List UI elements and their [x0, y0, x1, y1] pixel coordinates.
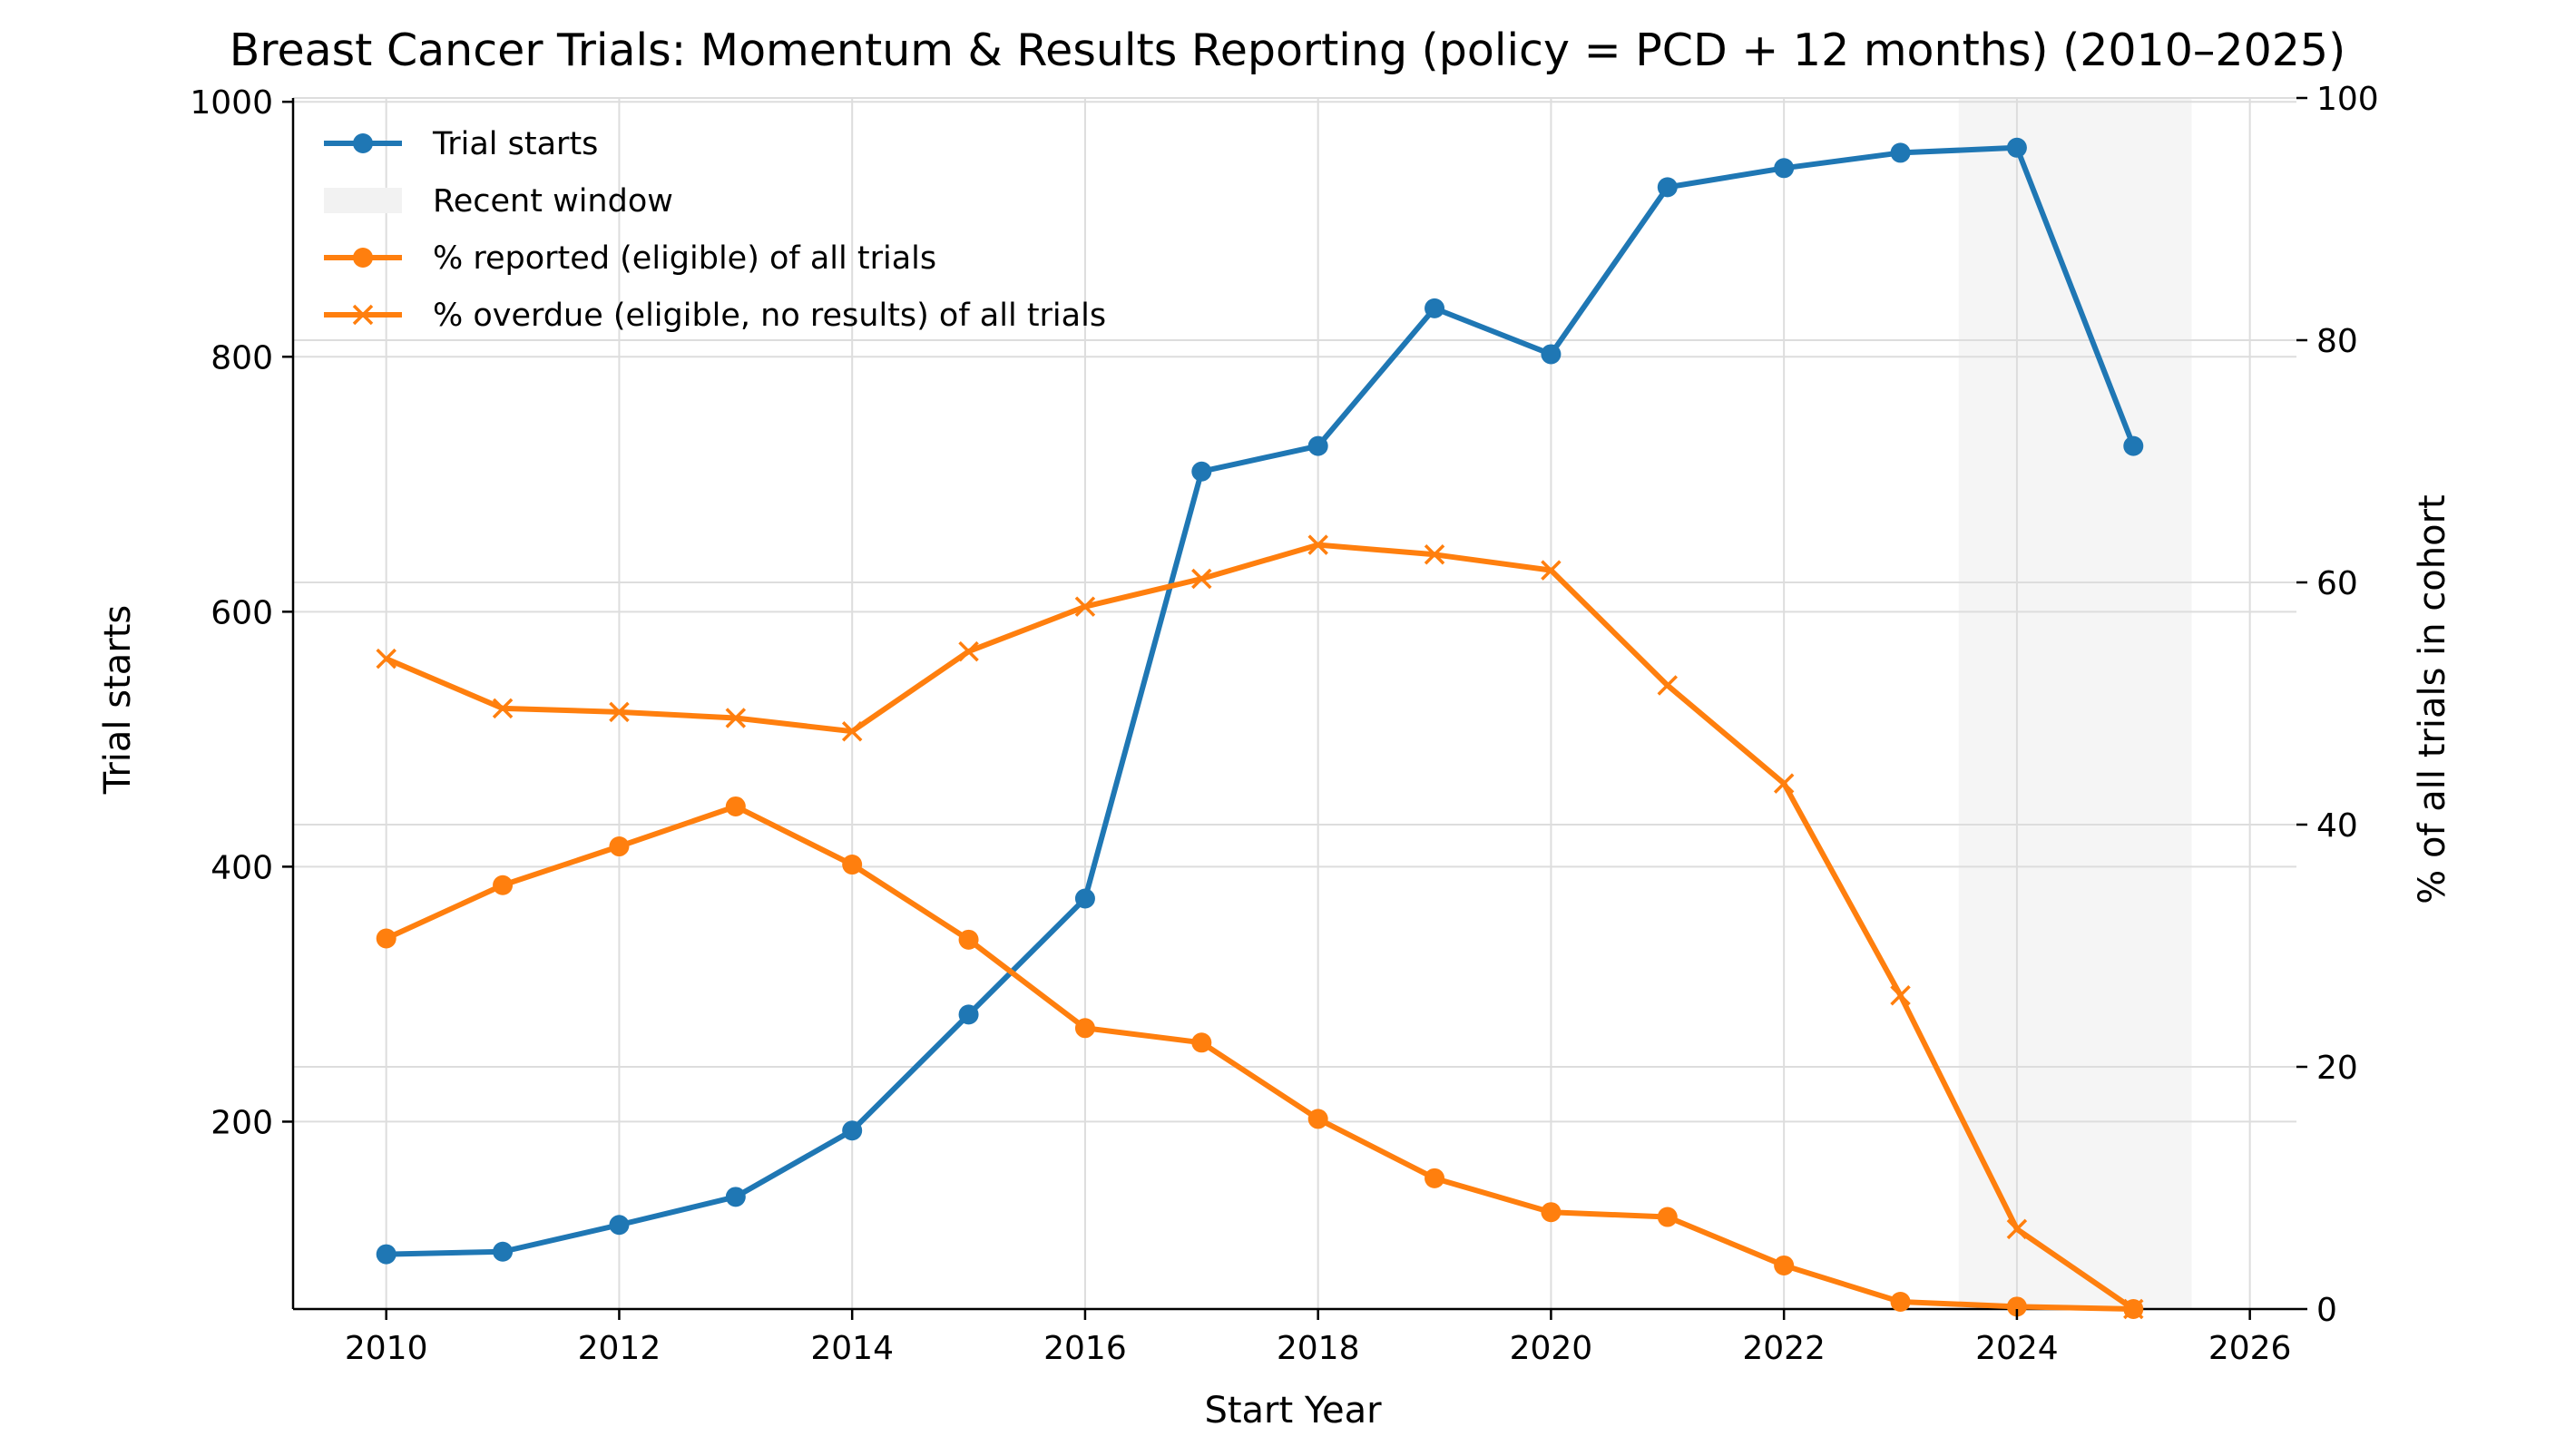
data-point: [492, 698, 514, 719]
data-point: [376, 1244, 397, 1265]
x-tick-label: 2024: [1975, 1330, 2059, 1367]
data-point: [1425, 298, 1445, 318]
data-point: [609, 1215, 630, 1236]
data-point: [2006, 1296, 2027, 1317]
legend-marker: [353, 248, 373, 268]
recent-window-rect: [1958, 98, 2192, 1309]
data-point: [2123, 1298, 2144, 1320]
data-point: [493, 875, 514, 895]
data-point: [1074, 1018, 1095, 1039]
data-point: [1074, 596, 1096, 617]
data-point: [1191, 461, 1212, 482]
data-point: [1307, 1109, 1328, 1129]
y-right-tick-label: 60: [2316, 565, 2358, 602]
data-point: [1191, 1032, 1212, 1053]
x-tick-label: 2012: [578, 1330, 661, 1367]
legend-label: Recent window: [433, 183, 673, 220]
y-right-axis-label: % of all trials in cohort: [2412, 494, 2453, 904]
data-point: [1890, 984, 1911, 1006]
data-point: [841, 720, 863, 742]
y-right-tick-label: 40: [2316, 807, 2358, 845]
data-point: [2006, 1218, 2028, 1240]
data-point: [1774, 158, 1795, 179]
data-point: [842, 1120, 863, 1141]
data-point: [725, 1187, 746, 1207]
x-tick-label: 2022: [1742, 1330, 1826, 1367]
series-line: [386, 144, 2137, 1257]
data-point: [376, 648, 397, 669]
legend-marker: [352, 304, 374, 326]
data-point: [1541, 560, 1562, 581]
x-tick-label: 2010: [345, 1330, 428, 1367]
y-left-tick-label: 800: [211, 339, 273, 376]
data-point: [1890, 142, 1911, 163]
legend-swatch-recent-window: [324, 188, 402, 213]
data-point: [609, 836, 630, 857]
data-point: [1074, 888, 1095, 909]
data-point: [1774, 1255, 1795, 1275]
y-left-axis-label: Trial starts: [97, 605, 139, 795]
series-1: [376, 796, 2144, 1319]
series-0: [376, 137, 2144, 1265]
x-tick-label: 2014: [810, 1330, 894, 1367]
data-point: [958, 1004, 979, 1025]
y-right-tick-label: 80: [2316, 323, 2358, 360]
data-point: [1425, 1168, 1445, 1188]
y-left-tick-label: 200: [211, 1104, 273, 1141]
axes: [291, 98, 2296, 1311]
data-point: [958, 929, 979, 950]
x-ticks: 2010 2012 2014 2016 2018 2020 2022 2024 2026: [345, 1309, 2292, 1367]
data-point: [1191, 568, 1212, 590]
data-point: [609, 701, 630, 723]
y-left-tick-label: 600: [211, 594, 273, 631]
legend-label: % reported (eligible) of all trials: [433, 240, 936, 277]
data-point: [1541, 344, 1562, 365]
data-point: [1657, 675, 1679, 696]
chart-title: Breast Cancer Trials: Momentum & Results…: [230, 24, 2345, 76]
x-tick-label: 2018: [1277, 1330, 1360, 1367]
y-left-tick-label: 400: [211, 849, 273, 886]
data-point: [1541, 1202, 1562, 1223]
y-right-tick-label: 100: [2316, 81, 2379, 118]
series-2: [376, 534, 2144, 1320]
data-point: [842, 855, 863, 875]
series-lines: [376, 137, 2144, 1320]
data-point: [2123, 435, 2144, 456]
recent-window-band: [1958, 98, 2192, 1309]
data-point: [1657, 177, 1678, 198]
y-left-ticks: 200 400 600 800 1000: [190, 84, 293, 1141]
data-point: [376, 928, 397, 949]
data-point: [1307, 534, 1328, 555]
data-point: [1424, 544, 1445, 565]
x-axis-label: Start Year: [1204, 1390, 1382, 1432]
y-right-ticks: 0 20 40 60 80 100: [2296, 81, 2379, 1329]
legend-label: % overdue (eligible, no results) of all …: [433, 298, 1106, 334]
x-tick-label: 2026: [2208, 1330, 2292, 1367]
series-line: [385, 803, 2134, 1312]
legend-label: Trial starts: [432, 126, 598, 162]
y-right-tick-label: 20: [2316, 1050, 2358, 1087]
x-tick-label: 2020: [1510, 1330, 1593, 1367]
x-tick-label: 2016: [1043, 1330, 1127, 1367]
data-point: [2006, 137, 2027, 158]
data-point: [1657, 1207, 1678, 1227]
series-line: [385, 542, 2135, 1312]
y-left-tick-label: 1000: [190, 84, 273, 122]
data-point: [1773, 773, 1795, 794]
data-point: [493, 1241, 514, 1262]
data-point: [1307, 435, 1328, 456]
data-point: [958, 640, 979, 662]
data-point: [725, 708, 747, 728]
data-point: [725, 796, 746, 816]
y-right-tick-label: 0: [2316, 1292, 2337, 1329]
legend: Trial starts Recent window % reported (eli…: [324, 126, 1106, 334]
data-point: [1890, 1291, 1911, 1312]
legend-marker: [353, 133, 373, 153]
gridlines: [293, 97, 2296, 1310]
